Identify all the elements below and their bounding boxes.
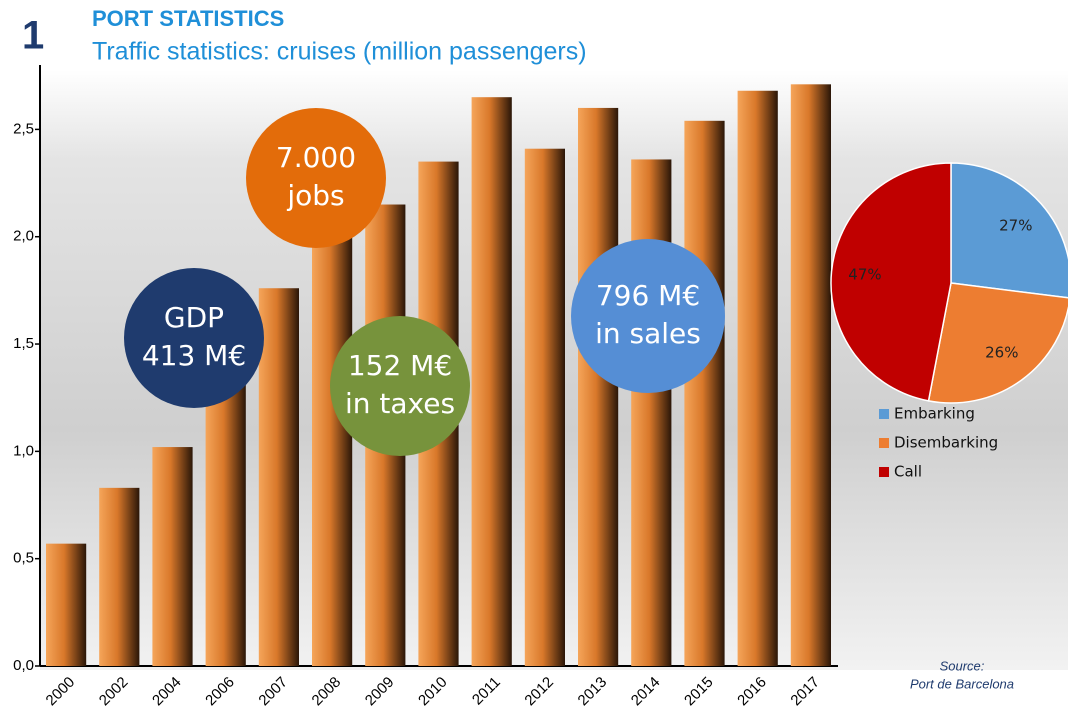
annotation-text: 413 M€	[142, 339, 246, 372]
y-tick-label: 0,0	[13, 657, 34, 674]
legend-swatch	[879, 409, 889, 419]
bar	[152, 447, 193, 666]
source-label: Source:	[940, 658, 985, 673]
chart-title: PORT STATISTICS	[92, 6, 284, 31]
bar	[99, 487, 140, 666]
legend-label: Call	[894, 463, 922, 481]
y-tick-label: 1,5	[13, 335, 34, 352]
bar	[46, 543, 87, 666]
annotation-text: GDP	[164, 301, 224, 334]
annotation-text: in sales	[595, 317, 701, 350]
pie-label: 27%	[999, 216, 1032, 234]
bar	[631, 159, 672, 666]
legend-label: Embarking	[894, 405, 975, 423]
legend-swatch	[879, 467, 889, 477]
annotation-text: 796 M€	[596, 279, 700, 312]
annotation-bubble	[330, 316, 470, 456]
bar	[205, 365, 246, 666]
bar	[258, 288, 299, 666]
y-tick-label: 1,0	[13, 442, 34, 459]
annotation-bubble	[124, 268, 264, 408]
source-text: Port de Barcelona	[910, 676, 1014, 691]
slide-number: 1	[22, 14, 44, 58]
bar	[790, 84, 831, 666]
y-tick-label: 0,5	[13, 550, 34, 567]
bar	[684, 120, 725, 667]
annotation-text: 152 M€	[348, 349, 452, 382]
pie-slice	[927, 282, 1068, 404]
annotation-text: jobs	[286, 179, 344, 212]
y-tick-label: 2,0	[13, 228, 34, 245]
bar	[312, 221, 353, 667]
pie-slice	[830, 162, 952, 402]
chart-subtitle: Traffic statistics: cruises (million pas…	[92, 38, 587, 66]
bar	[737, 90, 778, 666]
annotation-text: 7.000	[276, 141, 356, 174]
bar	[524, 148, 565, 667]
annotation-bubble	[571, 239, 725, 393]
y-tick-label: 2,5	[13, 120, 34, 137]
legend-label: Disembarking	[894, 434, 998, 452]
bar	[471, 97, 512, 667]
annotation-text: in taxes	[345, 387, 455, 420]
annotation-bubble	[246, 108, 386, 248]
pie-label: 26%	[985, 343, 1018, 361]
pie-label: 47%	[848, 265, 881, 283]
bar	[578, 107, 619, 666]
legend-swatch	[879, 438, 889, 448]
pie-slice	[950, 162, 1068, 299]
